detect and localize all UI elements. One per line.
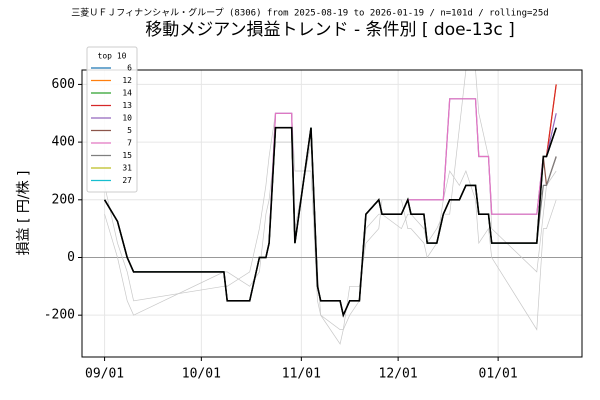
x-tick-label: 09/01	[85, 367, 124, 382]
legend-label: 31	[122, 164, 132, 173]
y-tick-label: 0	[67, 250, 75, 265]
chart-title: 移動メジアン損益トレンド - 条件別 [ doe-13c ]	[145, 20, 515, 40]
y-tick-label: 200	[52, 192, 75, 207]
legend-label: 6	[127, 64, 132, 73]
chart-subtitle: 三菱ＵＦＪフィナンシャル・グループ (8306) from 2025-08-19…	[71, 7, 548, 19]
y-tick-label: -200	[44, 308, 75, 323]
series-line	[104, 141, 557, 345]
x-tick-label: 12/01	[379, 367, 418, 382]
x-tick-label: 10/01	[182, 367, 221, 382]
legend-label: 12	[122, 76, 132, 85]
series-line	[103, 126, 557, 318]
y-tick-label: 400	[52, 135, 75, 150]
legend-title: top 10	[98, 52, 127, 61]
legend-label: 15	[122, 151, 132, 160]
legend-label: 10	[122, 114, 132, 123]
legend-label: 27	[122, 176, 132, 185]
legend-label: 5	[127, 126, 132, 135]
x-tick-label: 01/01	[479, 367, 518, 382]
y-tick-label: 600	[52, 77, 75, 92]
legend-label: 7	[127, 139, 132, 148]
y-axis-label: 損益 [ 円/株 ]	[16, 171, 32, 256]
x-tick-label: 11/01	[282, 367, 321, 382]
plot-frame	[81, 69, 583, 358]
legend-label: 14	[122, 89, 132, 98]
series-line	[104, 70, 557, 330]
legend-label: 13	[122, 101, 132, 110]
